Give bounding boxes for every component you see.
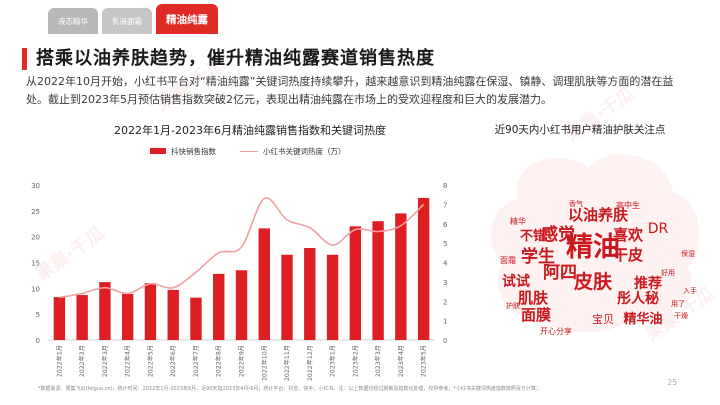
wordcloud-word: 喜欢	[613, 226, 644, 244]
tab-essential-oil[interactable]: 精油纯露	[156, 4, 218, 34]
wordcloud-word: 开心分享	[540, 326, 572, 336]
bar-mark	[258, 228, 270, 340]
x-tick-label: 2022年1月	[55, 345, 63, 377]
y-right-tick-label: 2	[443, 298, 447, 306]
wordcloud-word: 好用	[661, 268, 675, 277]
wordcloud-word: 皮肤	[574, 270, 613, 293]
y-right-tick-label: 8	[443, 182, 447, 190]
bar-mark	[144, 283, 157, 340]
wordcloud-word: 高中生	[616, 200, 640, 210]
wordcloud-word: DR	[648, 221, 669, 237]
wordcloud-word: 宝贝	[592, 312, 614, 326]
y-right-tick-label: 7	[443, 201, 447, 209]
wordcloud-title: 近90天内小红书用户精油护肤关注点	[494, 124, 666, 136]
x-tick-label: 2022年10月	[260, 345, 268, 381]
bar-mark	[349, 226, 362, 340]
bar-mark	[99, 282, 111, 340]
wordcloud-word: 阿四	[543, 263, 577, 283]
page-number: 25	[667, 378, 678, 387]
bar-mark	[235, 270, 248, 340]
x-tick-label: 2022年3月	[101, 345, 109, 377]
x-tick-label: 2022年6月	[169, 345, 177, 377]
bar-mark	[76, 295, 88, 340]
wordcloud-word: 入手	[683, 286, 697, 295]
bar-mark	[121, 294, 134, 340]
y-right-tick-label: 1	[443, 318, 447, 326]
y-left-tick-label: 15	[31, 260, 40, 268]
bar-mark	[417, 197, 430, 340]
bar-mark	[326, 254, 339, 340]
x-tick-label: 2023年2月	[351, 345, 359, 377]
x-tick-label: 2023年5月	[420, 345, 428, 377]
bar-mark	[304, 248, 316, 340]
y-left-tick-label: 25	[31, 208, 40, 216]
chart-title: 2022年1月-2023年6月精油纯露销售指数和关键词热度	[114, 124, 386, 137]
wordcloud-word: 推荐	[634, 275, 662, 292]
x-tick-label: 2022年12月	[306, 345, 314, 381]
y-right-tick-label: 5	[443, 240, 447, 248]
page-title: 搭乘以油养肤趋势，催升精油纯露赛道销售热度	[36, 48, 435, 69]
y-right-tick-label: 0	[443, 337, 447, 345]
wordcloud-word: 精华	[510, 216, 526, 226]
x-tick-label: 2022年4月	[124, 345, 132, 377]
x-tick-label: 2022年8月	[215, 345, 223, 377]
wordcloud-word: 干燥	[674, 311, 688, 320]
page-description: 从2022年10月开始，小红书平台对“精油纯露”关键词热度持续攀升，越来越意识到…	[26, 75, 674, 106]
legend-bar-swatch	[150, 148, 166, 154]
x-tick-label: 2023年1月	[329, 345, 337, 377]
title-accent-bar	[22, 48, 27, 70]
tab-liquid-essence[interactable]: 液态精华	[48, 8, 98, 34]
y-left-tick-label: 5	[36, 311, 40, 319]
y-left-tick-label: 30	[31, 182, 40, 190]
x-tick-label: 2022年7月	[192, 345, 200, 377]
x-tick-label: 2023年4月	[397, 345, 405, 377]
wordcloud-cloud-shape	[491, 154, 700, 333]
category-tabs: 液态精华 乳液面霜 精油纯露	[48, 0, 222, 34]
wordcloud-word: 护肤	[506, 301, 520, 310]
wordcloud-word: 香气	[569, 199, 583, 208]
wordcloud-word: 肌肤	[518, 289, 549, 307]
wordcloud-word: 感觉	[541, 224, 575, 245]
legend-line-label: 小红书关键词热度（万）	[263, 146, 346, 156]
keyword-heat-line	[59, 197, 425, 299]
footer-note: *数据来源：果集飞瓜(feigua.cn)，统计时间：2022年1月-2023年…	[38, 386, 541, 392]
wordcloud-word: 彤人秘	[617, 290, 659, 307]
wordcloud-word: 面霜	[500, 256, 516, 265]
wordcloud-word: 干皮	[613, 246, 643, 264]
bar-mark	[395, 213, 407, 340]
wordcloud-word: 以油养肤	[568, 206, 629, 224]
wordcloud-word: 保湿	[681, 249, 695, 258]
wordcloud-word: 精油	[566, 232, 620, 263]
y-left-tick-label: 0	[36, 337, 40, 345]
bar-mark	[213, 273, 225, 340]
y-right-tick-label: 6	[443, 221, 448, 229]
tab-lotion-cream[interactable]: 乳液面霜	[102, 8, 152, 34]
legend-line-swatch	[240, 150, 258, 152]
wordcloud-word: 用了	[671, 300, 685, 308]
x-tick-label: 2022年2月	[78, 345, 86, 377]
y-left-tick-label: 20	[31, 234, 40, 242]
y-left-tick-label: 10	[31, 285, 40, 293]
x-tick-label: 2023年3月	[374, 345, 382, 377]
bar-mark	[281, 254, 293, 340]
sales-keyword-chart: 0 5 10 15 20 25 30 0 1 2 3 4 5 6 7 8 2022年1月 2022年2月 2022年…	[31, 182, 448, 381]
y-right-tick-label: 3	[443, 279, 447, 287]
bar-mark	[372, 221, 384, 340]
bar-mark	[167, 289, 179, 340]
x-tick-label: 2022年11月	[283, 345, 291, 381]
wordcloud-word: 学生	[521, 246, 555, 267]
wordcloud-word: 试试	[502, 273, 530, 290]
y-right-tick-label: 4	[443, 260, 448, 268]
x-tick-label: 2022年9月	[238, 345, 246, 377]
chart-legend: 抖快销售指数 小红书关键词热度（万）	[150, 144, 346, 158]
x-tick-label: 2022年5月	[146, 345, 154, 377]
bar-mark	[53, 297, 66, 340]
legend-bar-label: 抖快销售指数	[171, 146, 216, 156]
wordcloud-word: 面膜	[521, 306, 551, 324]
bar-mark	[190, 297, 202, 340]
wordcloud-word: 不错	[520, 228, 546, 244]
wordcloud-word: 精华油	[623, 311, 662, 327]
